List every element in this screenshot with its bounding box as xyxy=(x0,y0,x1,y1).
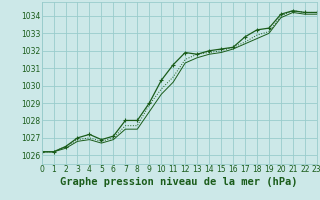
X-axis label: Graphe pression niveau de la mer (hPa): Graphe pression niveau de la mer (hPa) xyxy=(60,177,298,187)
